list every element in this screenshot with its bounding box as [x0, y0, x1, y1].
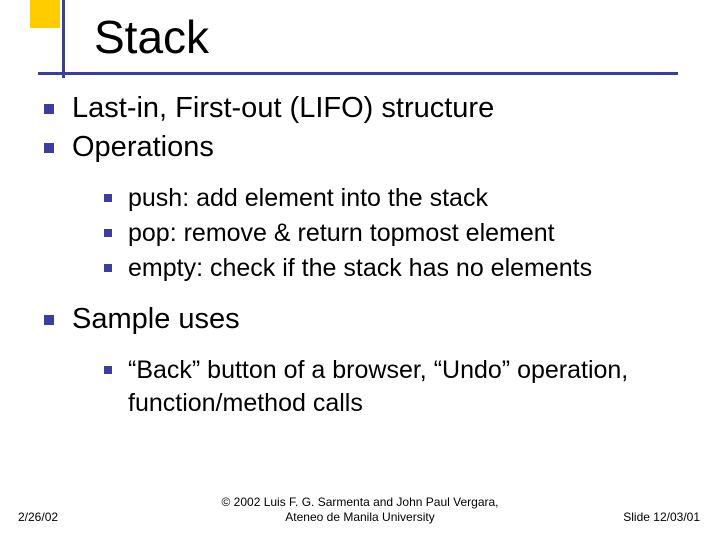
bullet-text: Last-in, First-out (LIFO) structure [72, 90, 494, 127]
bullet-level2: pop: remove & return topmost element [104, 217, 696, 250]
bullet-level2: “Back” button of a browser, “Undo” opera… [104, 354, 696, 420]
square-bullet-icon [44, 104, 54, 114]
bullet-text: pop: remove & return topmost element [128, 217, 555, 250]
footer-copyright-line1: © 2002 Luis F. G. Sarmenta and John Paul… [221, 495, 498, 509]
title-vertical-rule [62, 0, 65, 78]
bullet-level1: Last-in, First-out (LIFO) structure [44, 90, 696, 127]
footer-slide-number: Slide 12/03/01 [623, 510, 700, 524]
corner-accent-box [30, 0, 60, 28]
bullet-text: Operations [72, 129, 214, 166]
bullet-level1: Operations [44, 129, 696, 166]
square-bullet-icon [44, 315, 54, 325]
slide: Stack Last-in, First-out (LIFO) structur… [0, 0, 720, 540]
footer-copyright-line2: Ateneo de Manila University [285, 510, 434, 524]
bullet-text: push: add element into the stack [128, 182, 488, 215]
square-bullet-icon [104, 194, 112, 202]
bullet-text: “Back” button of a browser, “Undo” opera… [128, 354, 696, 420]
bullet-text: Sample uses [72, 301, 240, 338]
footer-date: 2/26/02 [18, 510, 58, 524]
square-bullet-icon [44, 143, 54, 153]
footer-copyright: © 2002 Luis F. G. Sarmenta and John Paul… [221, 495, 498, 526]
slide-title: Stack [94, 10, 209, 64]
title-region: Stack [0, 12, 720, 80]
bullet-level1: Sample uses [44, 301, 696, 338]
bullet-level2: push: add element into the stack [104, 182, 696, 215]
square-bullet-icon [104, 264, 112, 272]
square-bullet-icon [104, 366, 112, 374]
bullet-text: empty: check if the stack has no element… [128, 252, 592, 285]
title-horizontal-rule [38, 72, 678, 75]
slide-body: Last-in, First-out (LIFO) structure Oper… [44, 90, 696, 422]
bullet-level2: empty: check if the stack has no element… [104, 252, 696, 285]
square-bullet-icon [104, 229, 112, 237]
